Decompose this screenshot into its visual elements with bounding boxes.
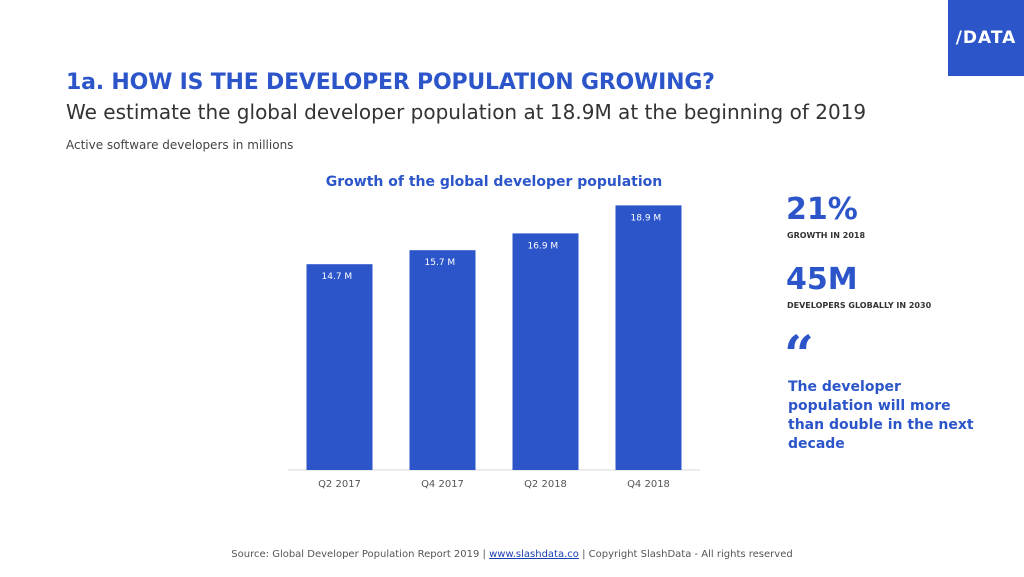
slashdata-logo: /DATA xyxy=(948,0,1024,76)
x-tick-label: Q2 2017 xyxy=(318,479,361,490)
x-tick-label: Q4 2018 xyxy=(627,479,670,490)
developers-stat-value: 45M xyxy=(786,262,858,297)
chart-title: Growth of the global developer populatio… xyxy=(325,174,663,190)
x-tick-label: Q2 2018 xyxy=(524,479,567,490)
footer-source: Source: Global Developer Population Repo… xyxy=(0,549,1024,560)
page-subtitle: We estimate the global developer populat… xyxy=(66,100,867,124)
bar xyxy=(615,205,682,470)
bar xyxy=(409,250,476,470)
growth-stat-value: 21% xyxy=(786,192,858,227)
bar-data-label: 15.7 M xyxy=(425,258,456,268)
footer-suffix: | Copyright SlashData - All rights reser… xyxy=(578,549,793,560)
bar xyxy=(512,233,579,470)
chart-caption: Active software developers in millions xyxy=(66,138,294,152)
growth-stat-label: GROWTH IN 2018 xyxy=(787,231,866,240)
bar-data-label: 16.9 M xyxy=(528,241,559,251)
bar-chart: 14.7 M Q2 2017 15.7 M Q4 2017 16.9 M Q2 2018 1… xyxy=(288,205,700,490)
bar-data-label: 14.7 M xyxy=(322,272,353,282)
x-tick-label: Q4 2017 xyxy=(421,479,464,490)
logo-text: /DATA xyxy=(955,28,1017,48)
page-title: 1a. HOW IS THE DEVELOPER POPULATION GROW… xyxy=(66,70,715,95)
bar xyxy=(306,264,373,470)
bar-data-label: 18.9 M xyxy=(631,213,662,223)
quote-text: The developer population will more than … xyxy=(788,379,974,452)
developers-stat-label: DEVELOPERS GLOBALLY IN 2030 xyxy=(787,301,932,310)
footer-link[interactable]: www.slashdata.co xyxy=(489,549,579,560)
footer-prefix: Source: Global Developer Population Repo… xyxy=(231,549,490,560)
quote-icon: “ xyxy=(784,325,814,386)
